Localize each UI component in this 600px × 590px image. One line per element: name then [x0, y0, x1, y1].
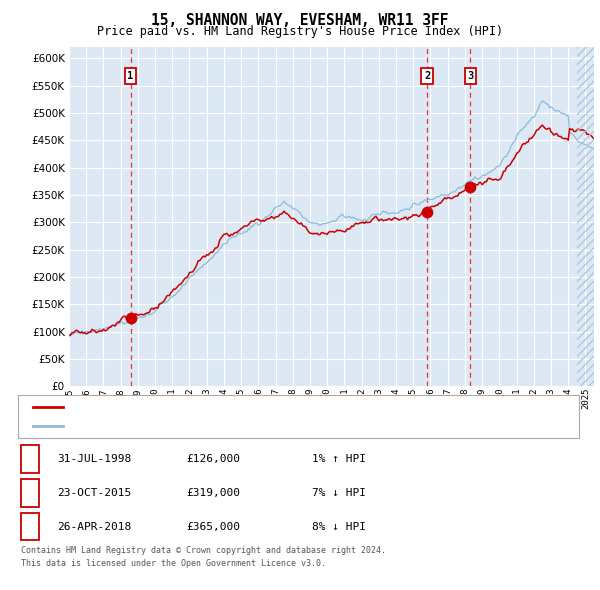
Text: 15, SHANNON WAY, EVESHAM, WR11 3FF (detached house): 15, SHANNON WAY, EVESHAM, WR11 3FF (deta… — [69, 402, 375, 412]
Text: £319,000: £319,000 — [186, 488, 240, 498]
Text: £365,000: £365,000 — [186, 522, 240, 532]
Text: 8% ↓ HPI: 8% ↓ HPI — [312, 522, 366, 532]
Text: 3: 3 — [26, 522, 34, 532]
Text: This data is licensed under the Open Government Licence v3.0.: This data is licensed under the Open Gov… — [21, 559, 326, 568]
Text: Contains HM Land Registry data © Crown copyright and database right 2024.: Contains HM Land Registry data © Crown c… — [21, 546, 386, 555]
Text: Price paid vs. HM Land Registry's House Price Index (HPI): Price paid vs. HM Land Registry's House … — [97, 25, 503, 38]
Text: 15, SHANNON WAY, EVESHAM, WR11 3FF: 15, SHANNON WAY, EVESHAM, WR11 3FF — [151, 13, 449, 28]
Text: 26-APR-2018: 26-APR-2018 — [57, 522, 131, 532]
Point — [466, 182, 475, 191]
Point — [126, 313, 136, 322]
Text: £126,000: £126,000 — [186, 454, 240, 464]
Text: 3: 3 — [467, 71, 473, 81]
Text: 2: 2 — [424, 71, 430, 81]
Text: 1: 1 — [127, 71, 134, 81]
Text: HPI: Average price, detached house, Wychavon: HPI: Average price, detached house, Wych… — [69, 421, 333, 431]
Text: 7% ↓ HPI: 7% ↓ HPI — [312, 488, 366, 498]
Text: 1: 1 — [26, 454, 34, 464]
Text: 23-OCT-2015: 23-OCT-2015 — [57, 488, 131, 498]
Text: 1% ↑ HPI: 1% ↑ HPI — [312, 454, 366, 464]
Bar — [577, 47, 600, 386]
Text: 31-JUL-1998: 31-JUL-1998 — [57, 454, 131, 464]
Point — [422, 207, 432, 217]
Text: 2: 2 — [26, 488, 34, 498]
